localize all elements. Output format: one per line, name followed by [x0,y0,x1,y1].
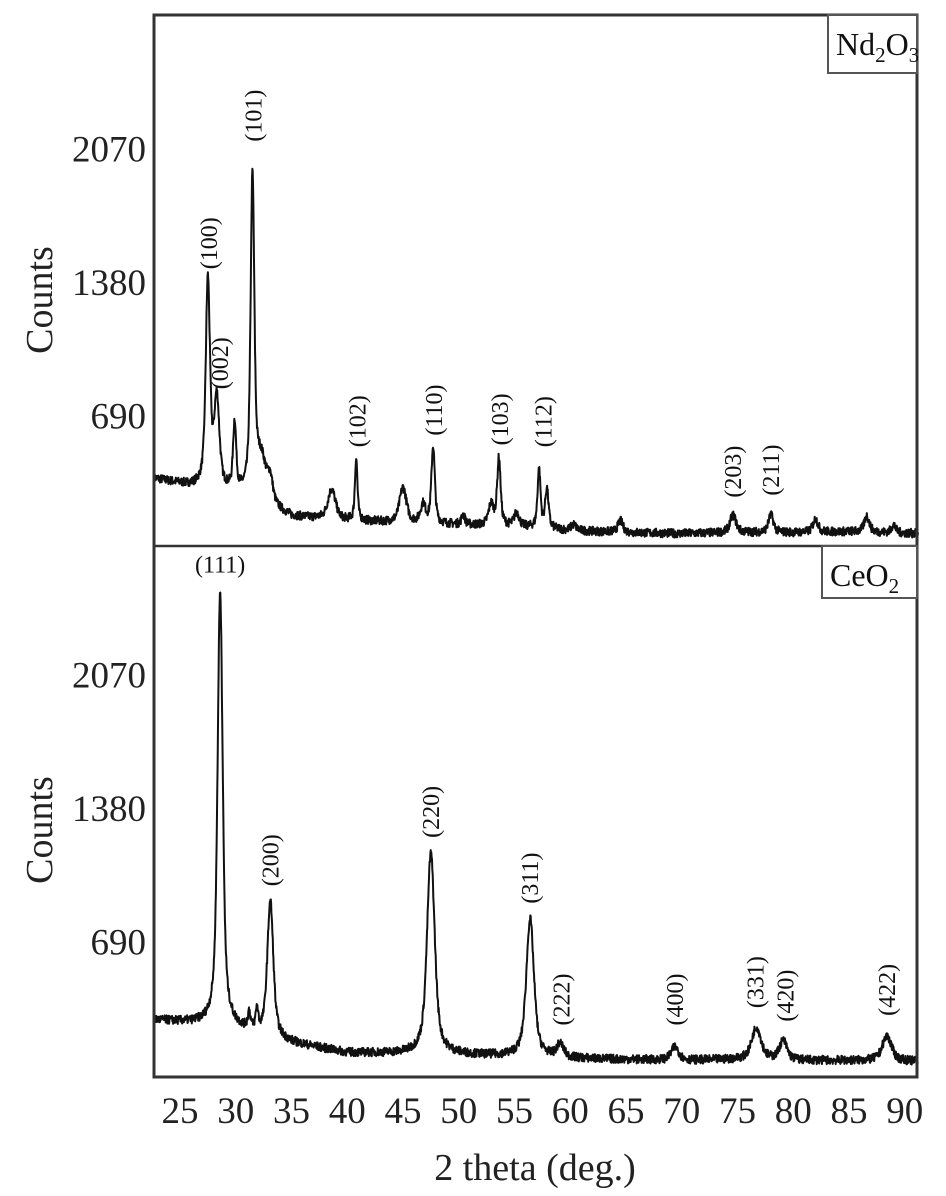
legend-label-ceo2: CeO2 [830,557,899,598]
peak-label: (211) [759,445,785,496]
peak-label: (203) [721,446,747,498]
peak-label: (222) [549,974,575,1026]
x-tick-labels: 25 30 35 40 45 50 55 60 65 70 75 80 85 90 [162,1091,924,1132]
x-tick-label: 50 [440,1091,477,1132]
y-tick-label: 690 [91,923,147,964]
x-tick-label: 30 [217,1091,254,1132]
x-tick-label: 40 [329,1091,366,1132]
y-tick-label: 2070 [72,130,146,171]
x-axis-title: 2 theta (deg.) [434,1147,636,1189]
x-tick-label: 45 [385,1091,422,1132]
xrd-trace-ceo2 [153,591,919,1066]
x-tick-label: 65 [608,1091,645,1132]
peak-label: (200) [258,834,284,886]
xrd-trace-nd2o3 [153,167,919,539]
peak-label: (420) [773,970,799,1022]
legends: Nd2O3 CeO2 [821,14,919,599]
x-tick-label: 25 [162,1091,199,1132]
panel-ceo2: (111) (200) (220) (311) (222) (400) (331) (420)… [153,553,919,1066]
x-tick-label: 85 [831,1091,868,1132]
y-tick-label: 2070 [72,656,146,697]
y-tick-labels: 690 1380 2070 690 1380 2070 [72,130,146,964]
legend-box [827,14,918,74]
legend-box [821,545,918,599]
peak-label: (101) [242,90,268,142]
peak-label: (102) [345,395,371,447]
peak-label: (111) [195,553,245,579]
peak-label: (311) [518,853,544,904]
peak-label: (100) [197,217,223,269]
peak-label: (331) [743,956,769,1008]
y-tick-label: 690 [91,397,147,438]
legend-label-nd2o3: Nd2O3 [836,26,919,67]
panel-nd2o3: (100) (002) (101) (102) (110) (103) (112) (203)… [153,90,919,539]
peak-label: (110) [422,385,448,436]
y-tick-label: 1380 [72,789,146,830]
y-axis-title-top: Counts [19,246,61,354]
y-tick-label: 1380 [72,263,146,304]
peak-label: (002) [208,337,234,389]
x-tick-label: 70 [663,1091,700,1132]
x-tick-label: 35 [273,1091,310,1132]
peak-label: (112) [531,396,557,447]
peak-label: (103) [488,393,514,445]
x-tick-label: 55 [496,1091,533,1132]
peak-label: (400) [663,974,689,1026]
x-tick-label: 90 [886,1091,923,1132]
x-tick-label: 60 [552,1091,589,1132]
y-axis-title-bottom: Counts [19,776,61,884]
x-tick-label: 75 [719,1091,756,1132]
peak-label: (220) [419,786,445,838]
peak-label: (422) [875,964,901,1016]
x-tick-label: 80 [775,1091,812,1132]
